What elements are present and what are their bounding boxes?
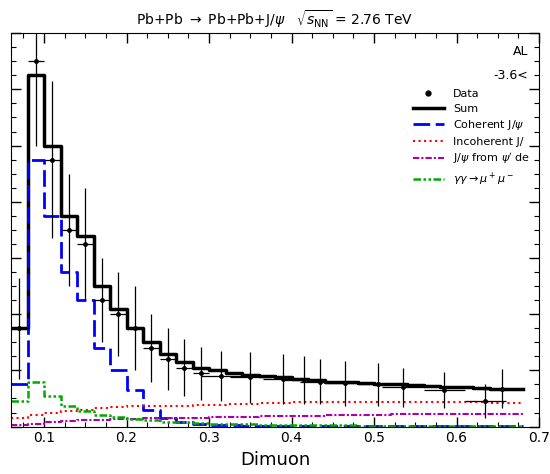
$\gamma\gamma \rightarrow \mu^+\mu^-$ <box>57 403 64 409</box>
Coherent J/$\psi$ <box>272 423 278 428</box>
J/$\psi$ from $\psi'$ de <box>519 411 526 417</box>
Coherent J/$\psi$ <box>470 423 476 429</box>
Text: -3.6<: -3.6< <box>494 69 529 82</box>
$\gamma\gamma \rightarrow \mu^+\mu^-$ <box>453 423 460 429</box>
$\gamma\gamma \rightarrow \mu^+\mu^-$ <box>272 422 278 428</box>
Coherent J/$\psi$ <box>321 423 328 428</box>
J/$\psi$ from $\psi'$ de <box>107 416 113 422</box>
X-axis label: Dimuon: Dimuon <box>240 451 310 469</box>
Incoherent J/ <box>321 399 328 405</box>
Sum <box>57 213 64 219</box>
Coherent J/$\psi$ <box>57 269 64 275</box>
$\gamma\gamma \rightarrow \mu^+\mu^-$ <box>156 418 163 423</box>
Sum <box>8 326 14 331</box>
Sum <box>24 73 31 78</box>
J/$\psi$ from $\psi'$ de <box>57 419 64 425</box>
Incoherent J/ <box>305 399 311 405</box>
$\gamma\gamma \rightarrow \mu^+\mu^-$ <box>519 423 526 429</box>
Coherent J/$\psi$ <box>519 423 526 429</box>
Sum <box>453 384 460 390</box>
Incoherent J/ <box>107 404 113 410</box>
Coherent J/$\psi$ <box>24 157 31 163</box>
Incoherent J/ <box>57 410 64 415</box>
Incoherent J/ <box>519 400 526 406</box>
$\gamma\gamma \rightarrow \mu^+\mu^-$ <box>123 414 130 419</box>
$\gamma\gamma \rightarrow \mu^+\mu^-$ <box>24 379 31 384</box>
Coherent J/$\psi$ <box>156 407 163 412</box>
Incoherent J/ <box>255 400 262 406</box>
J/$\psi$ from $\psi'$ de <box>255 414 262 419</box>
J/$\psi$ from $\psi'$ de <box>321 413 328 419</box>
Coherent J/$\psi$ <box>8 382 14 387</box>
Line: Incoherent J/: Incoherent J/ <box>11 402 522 418</box>
J/$\psi$ from $\psi'$ de <box>140 416 146 421</box>
Text: AL: AL <box>513 45 529 58</box>
$\gamma\gamma \rightarrow \mu^+\mu^-$ <box>470 423 476 429</box>
Sum <box>519 386 526 392</box>
Legend: Data, Sum, Coherent J/$\psi$, Incoherent J/, J/$\psi$ from $\psi'$ de, $\gamma\g: Data, Sum, Coherent J/$\psi$, Incoherent… <box>410 86 534 191</box>
Line: Sum: Sum <box>11 75 522 389</box>
Line: J/$\psi$ from $\psi'$ de: J/$\psi$ from $\psi'$ de <box>11 414 522 425</box>
Line: $\gamma\gamma \rightarrow \mu^+\mu^-$: $\gamma\gamma \rightarrow \mu^+\mu^-$ <box>11 382 522 426</box>
Line: Coherent J/$\psi$: Coherent J/$\psi$ <box>11 160 522 426</box>
Incoherent J/ <box>453 400 460 405</box>
Coherent J/$\psi$ <box>123 367 130 373</box>
$\gamma\gamma \rightarrow \mu^+\mu^-$ <box>8 399 14 404</box>
Title: Pb+Pb $\rightarrow$ Pb+Pb+J/$\psi$   $\sqrt{s_{\rm{NN}}}$ = 2.76 TeV: Pb+Pb $\rightarrow$ Pb+Pb+J/$\psi$ $\sqr… <box>136 9 414 30</box>
Sum <box>123 306 130 311</box>
Incoherent J/ <box>140 403 146 409</box>
Sum <box>272 373 278 379</box>
Sum <box>156 339 163 345</box>
Incoherent J/ <box>8 415 14 421</box>
J/$\psi$ from $\psi'$ de <box>453 411 460 417</box>
Sum <box>321 379 328 384</box>
Sum <box>503 386 509 392</box>
J/$\psi$ from $\psi'$ de <box>387 411 394 417</box>
J/$\psi$ from $\psi'$ de <box>8 422 14 428</box>
Coherent J/$\psi$ <box>354 423 361 429</box>
$\gamma\gamma \rightarrow \mu^+\mu^-$ <box>321 422 328 428</box>
